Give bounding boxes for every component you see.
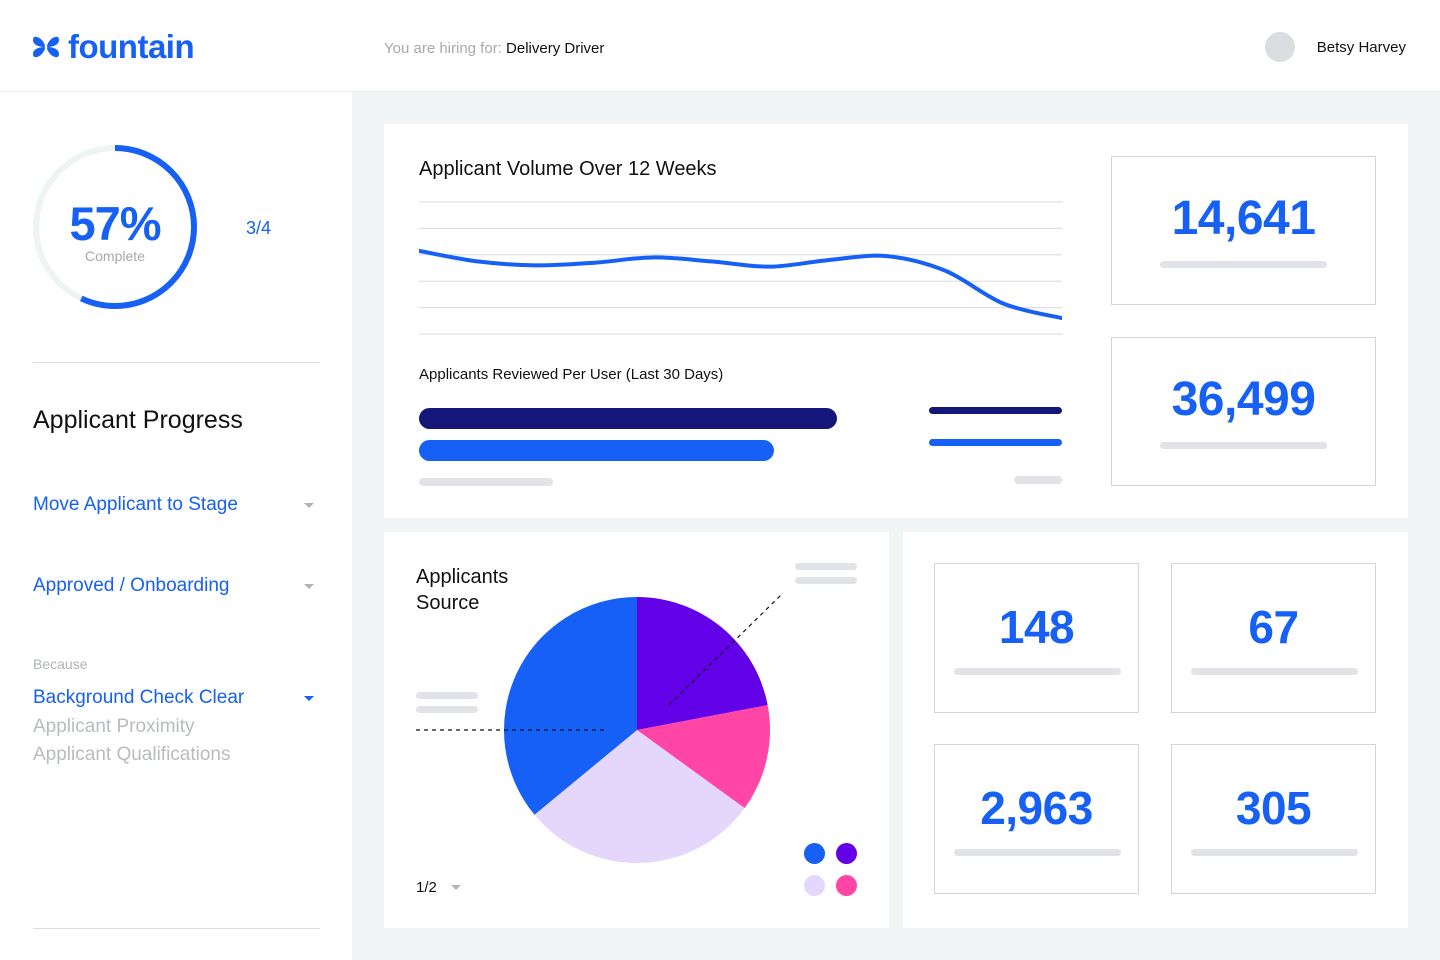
legend-dot-blue <box>804 843 825 864</box>
legend-line-navy <box>929 407 1062 414</box>
stat-card: 305 <box>1171 744 1376 894</box>
pager-label: 1/2 <box>416 879 437 896</box>
chevron-down-icon[interactable] <box>450 885 461 890</box>
placeholder-bar <box>416 706 478 713</box>
reviewed-bar <box>419 408 837 429</box>
placeholder-bar <box>954 849 1121 856</box>
volume-line-chart <box>419 201 1062 335</box>
logo-text: fountain <box>68 28 195 65</box>
legend-dot-lavender <box>804 875 825 896</box>
stat-value: 305 <box>1235 782 1312 834</box>
legend-dot-purple <box>836 843 857 864</box>
chevron-down-icon[interactable] <box>304 695 314 701</box>
source-title-line: Applicants <box>416 566 509 588</box>
because-label: Because <box>33 656 88 672</box>
reviewed-bar <box>419 440 775 461</box>
hiring-role: Delivery Driver <box>506 40 605 57</box>
placeholder-bar <box>1160 442 1327 449</box>
placeholder-bar <box>1014 476 1062 484</box>
legend-line-blue <box>929 439 1062 446</box>
source-pie-chart <box>416 594 782 863</box>
reviewed-bar-chart <box>419 400 1062 461</box>
stat-value: 148 <box>998 601 1075 653</box>
reviewed-chart-title: Applicants Reviewed Per User (Last 30 Da… <box>419 366 724 383</box>
volume-series-line <box>419 248 1062 321</box>
chevron-down-icon[interactable] <box>304 502 314 508</box>
placeholder-bar <box>416 692 478 699</box>
progress-ring <box>33 145 197 309</box>
user-name: Betsy Harvey <box>1316 38 1406 56</box>
applicant-progress-title: Applicant Progress <box>33 406 243 434</box>
fountain-logo[interactable]: fountain <box>32 28 195 66</box>
dashboard-main: Applicant Volume Over 12 Weeks Applicant… <box>352 92 1440 960</box>
chevron-down-icon[interactable] <box>304 583 314 589</box>
pie-slice-blue <box>504 597 637 815</box>
stat-card: 14,641 <box>1111 156 1376 305</box>
source-title-line: Source <box>416 592 480 614</box>
pie-slice-purple <box>637 597 768 730</box>
reason-option[interactable]: Applicant Proximity <box>33 716 195 737</box>
progress-percent: 57% <box>69 197 161 250</box>
sidebar: 57% Complete 3/4 Applicant Progress Move… <box>0 92 352 960</box>
placeholder-bar <box>1191 668 1358 675</box>
placeholder-bar <box>419 478 553 486</box>
progress-label: Complete <box>85 248 145 264</box>
stat-value: 36,499 <box>1171 373 1316 426</box>
status-dropdown-label: Approved / Onboarding <box>33 575 230 596</box>
avatar[interactable] <box>1264 32 1295 62</box>
reason-option[interactable]: Applicant Qualifications <box>33 744 231 765</box>
stat-card: 148 <box>934 563 1139 713</box>
divider <box>33 362 320 363</box>
stage-dropdown-label: Move Applicant to Stage <box>33 494 238 515</box>
stat-value: 14,641 <box>1171 192 1316 245</box>
placeholder-bar <box>795 577 857 584</box>
placeholder-bar <box>1191 849 1358 856</box>
stat-card: 2,963 <box>934 744 1139 894</box>
placeholder-bar <box>1160 261 1327 268</box>
fountain-logo-icon <box>33 36 59 58</box>
stat-card: 36,499 <box>1111 337 1376 486</box>
legend-dot-pink <box>836 875 857 896</box>
chart-pager[interactable]: 1/2 <box>416 879 467 896</box>
reason-dropdown[interactable]: Background Check Clear <box>33 687 320 709</box>
applicants-source-card: Applicants Source 1/2 <box>384 532 889 928</box>
progress-ring-fill <box>33 145 197 309</box>
applicant-volume-card: Applicant Volume Over 12 Weeks Applicant… <box>384 124 1408 518</box>
status-dropdown[interactable]: Approved / Onboarding <box>33 575 320 597</box>
placeholder-bar <box>954 668 1121 675</box>
user-menu[interactable]: Betsy Harvey <box>1264 32 1406 62</box>
placeholder-bar <box>795 563 857 570</box>
divider <box>33 928 320 929</box>
hiring-for[interactable]: You are hiring for: Delivery Driver <box>384 40 604 57</box>
stage-dropdown[interactable]: Move Applicant to Stage <box>33 494 320 516</box>
reason-selected: Background Check Clear <box>33 687 245 708</box>
pie-slice-pink <box>637 705 770 809</box>
stat-value: 67 <box>1248 601 1299 653</box>
callout-line <box>668 594 782 706</box>
pie-slice-lavender <box>534 730 745 863</box>
source-chart-title: Applicants Source <box>416 564 508 616</box>
stats-grid-card: 148 67 2,963 305 <box>903 532 1408 928</box>
step-counter: 3/4 <box>246 218 272 238</box>
stat-value: 2,963 <box>980 782 1093 834</box>
stat-card: 67 <box>1171 563 1376 713</box>
volume-chart-title: Applicant Volume Over 12 Weeks <box>419 158 717 180</box>
top-bar: fountain You are hiring for: Delivery Dr… <box>0 0 1440 92</box>
hiring-label: You are hiring for: <box>384 40 502 57</box>
